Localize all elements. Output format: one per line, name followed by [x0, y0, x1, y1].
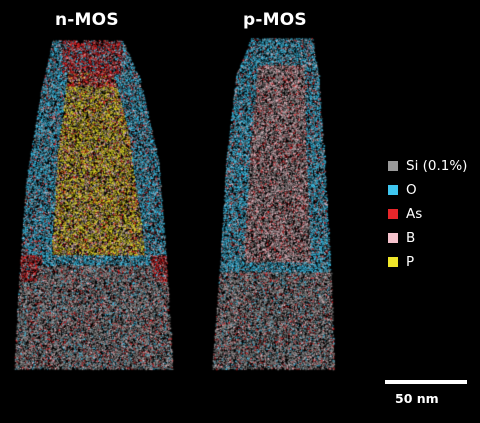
red-square-icon	[388, 208, 398, 219]
legend-label-as: As	[406, 205, 423, 222]
legend-item-as: As	[388, 204, 478, 223]
legend-item-o: O	[388, 180, 478, 199]
element-legend: Si (0.1%) O As B P	[388, 156, 478, 276]
legend-label-o: O	[406, 181, 417, 198]
legend-label-b: B	[406, 229, 416, 246]
scale-bar-label: 50 nm	[395, 391, 439, 406]
pmos-panel-title: p-MOS	[243, 10, 307, 30]
gray-square-icon	[388, 160, 398, 171]
legend-item-b: B	[388, 228, 478, 247]
legend-item-p: P	[388, 252, 478, 271]
scale-bar	[385, 380, 467, 384]
legend-item-si: Si (0.1%)	[388, 156, 478, 175]
yellow-square-icon	[388, 256, 398, 267]
pink-square-icon	[388, 232, 398, 243]
nmos-panel-title: n-MOS	[55, 10, 119, 30]
legend-label-si: Si (0.1%)	[406, 157, 468, 174]
legend-label-p: P	[406, 253, 415, 270]
cyan-square-icon	[388, 184, 398, 195]
